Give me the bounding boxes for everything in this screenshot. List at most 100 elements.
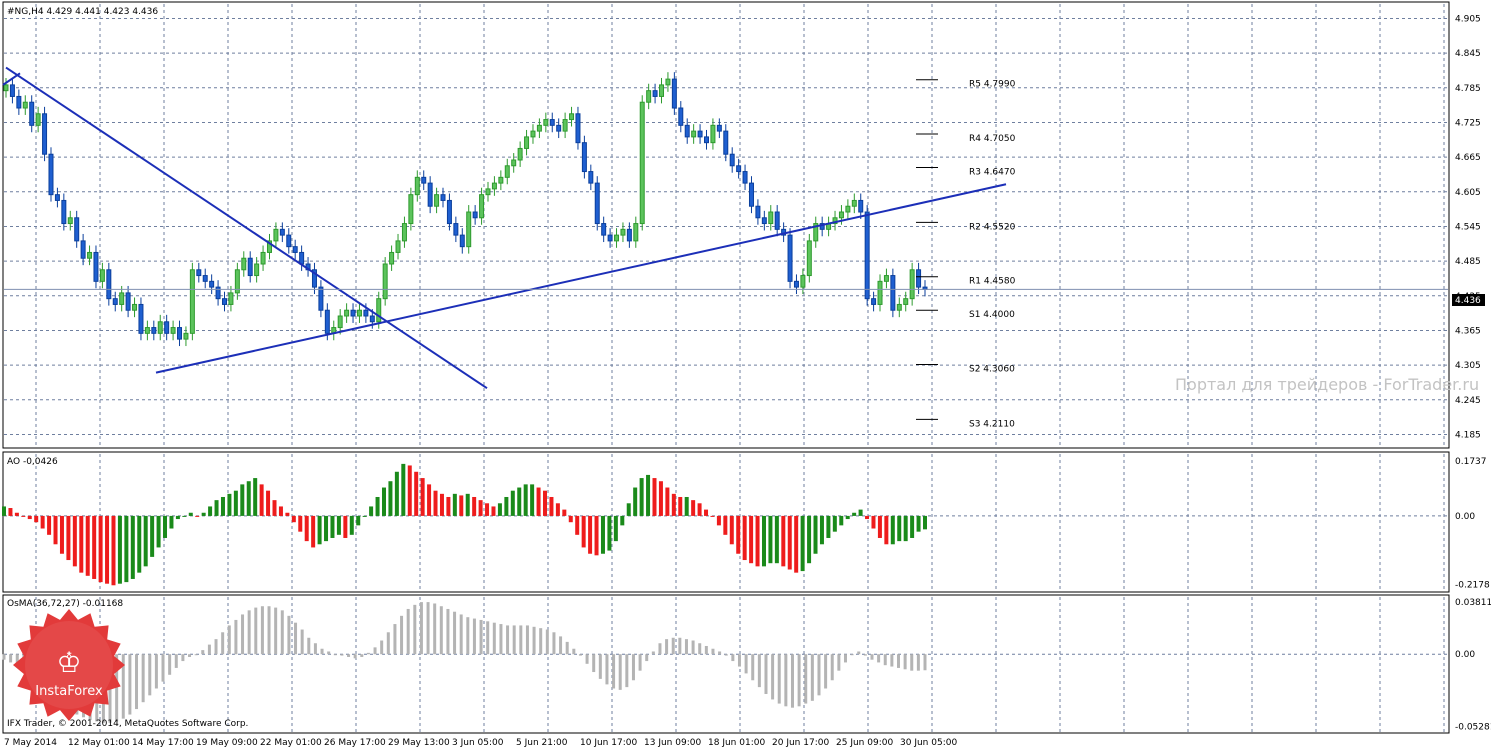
candle-body (125, 292, 131, 311)
ao-bar (755, 515, 760, 567)
ao-bar (916, 515, 921, 532)
ao-bar (66, 515, 71, 561)
candle-body (524, 136, 530, 149)
osma-bar (910, 654, 914, 671)
osma-bar (757, 654, 761, 688)
ao-bar (485, 503, 490, 516)
osma-bar (188, 654, 192, 657)
ao-bar (175, 515, 180, 520)
candle-body (311, 269, 317, 288)
trendline-ascending (155, 183, 1007, 374)
osma-bar (214, 639, 218, 655)
osma-bar (890, 654, 894, 667)
candle-body (299, 251, 305, 265)
candle-body (491, 182, 497, 190)
ao-bar (259, 484, 264, 516)
candle-body (813, 223, 819, 242)
osma-bar (565, 641, 569, 655)
ao-bar (375, 496, 380, 516)
candle-body (761, 217, 767, 225)
ao-bar (523, 484, 528, 516)
ao-bar (362, 515, 367, 517)
candle-body (543, 119, 549, 126)
pivot-label-s3: S3 4.2110 (969, 419, 1015, 429)
osma-bar (718, 651, 722, 655)
osma-bar (817, 654, 821, 696)
ao-bar (575, 515, 580, 535)
osma-bar (353, 654, 357, 659)
ao-tick-label: 0.00 (1455, 512, 1475, 522)
ao-bar (768, 515, 773, 564)
ao-bar (877, 515, 882, 538)
candle-body (279, 228, 285, 236)
candle-body (806, 240, 812, 277)
candle-body (485, 188, 491, 196)
candle-body (421, 176, 427, 184)
ao-bar (633, 487, 638, 516)
osma-bar (241, 614, 245, 655)
osma-bar (307, 637, 311, 655)
candle-body (414, 176, 420, 196)
ao-tick-label: -0.2178 (1455, 581, 1490, 591)
ao-bar (304, 515, 309, 542)
ao-bar (510, 490, 515, 516)
ao-bar (169, 515, 174, 529)
ao-bar (27, 515, 32, 520)
candle-body (144, 327, 150, 334)
osma-bar (406, 608, 410, 655)
osma-bar (870, 654, 874, 660)
osma-bar (751, 654, 755, 681)
candle-body (318, 286, 324, 311)
candle-body (903, 298, 909, 305)
ao-bar (117, 515, 122, 584)
candle-body (389, 251, 395, 265)
ao-bar (568, 515, 573, 523)
osma-bar (618, 654, 622, 690)
osma-bar (9, 654, 13, 663)
candle-body (832, 217, 838, 225)
ao-bar (465, 493, 470, 516)
ao-bar (646, 474, 651, 516)
candle-body (883, 275, 889, 282)
ao-bar (14, 512, 19, 516)
candle-body (536, 124, 542, 132)
osma-bar (247, 610, 251, 655)
ao-bar (684, 496, 689, 516)
ao-bar (665, 487, 670, 516)
candle-body (639, 101, 645, 225)
ao-bar (111, 515, 116, 586)
osma-bar (903, 654, 907, 670)
candle-body (157, 321, 163, 334)
ao-bar (903, 515, 908, 542)
candle-body (266, 240, 272, 253)
price-tick-label: 4.485 (1455, 257, 1481, 267)
candle-body (845, 205, 851, 213)
ao-bar (639, 478, 644, 516)
osma-bar (366, 652, 370, 655)
ao-bar (272, 500, 277, 516)
osma-bar (883, 654, 887, 666)
ao-bar (291, 515, 296, 523)
candle-body (164, 321, 170, 334)
ao-bar (871, 515, 876, 529)
ao-bar (34, 515, 39, 523)
candle-body (633, 223, 639, 242)
candle-body (106, 269, 112, 300)
candle-body (659, 84, 665, 97)
candle-body (588, 171, 594, 184)
osma-bar (313, 643, 317, 655)
candle-body (241, 257, 247, 271)
osma-bar (207, 644, 211, 655)
time-tick-label: 18 Jun 01:00 (708, 738, 765, 748)
ao-bar (381, 487, 386, 516)
candle-body (851, 199, 857, 207)
osma-bar (724, 654, 728, 656)
ao-bar (137, 515, 142, 573)
osma-bar (665, 639, 669, 655)
ao-bar (105, 515, 110, 584)
osma-bar (784, 654, 788, 707)
osma-bar (559, 636, 563, 655)
candle-body (793, 280, 799, 288)
ao-bar (388, 481, 393, 516)
